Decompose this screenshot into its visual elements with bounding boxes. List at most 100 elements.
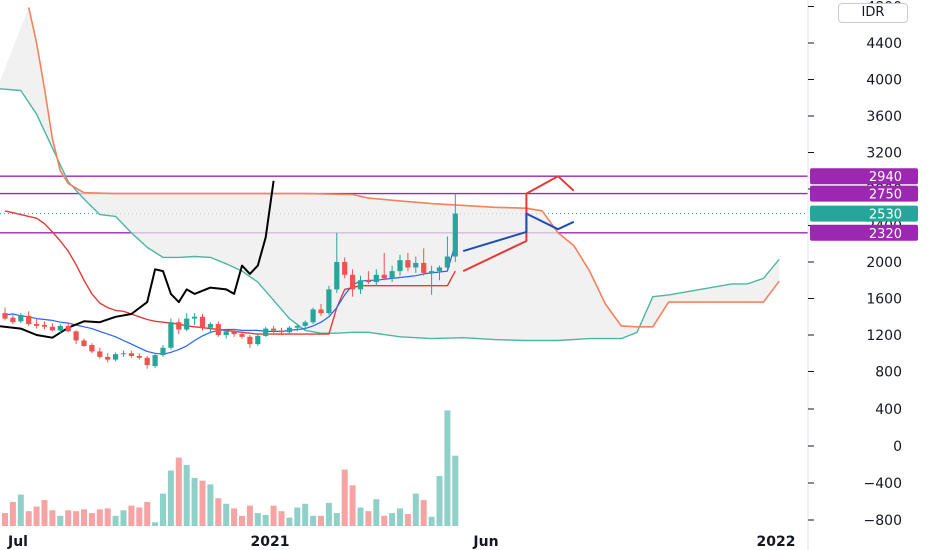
candle-body xyxy=(81,340,87,346)
volume-bar xyxy=(302,503,309,526)
candle-body xyxy=(278,330,285,333)
volume-bar xyxy=(104,508,111,526)
volume-bar xyxy=(397,508,403,526)
volume-bar xyxy=(207,484,214,526)
x-axis-label: 2021 xyxy=(251,534,290,550)
level-badge-label: 2530 xyxy=(869,208,902,223)
x-axis-label: Jun xyxy=(472,534,498,550)
volume-bar xyxy=(365,511,372,526)
volume-bar xyxy=(389,513,396,526)
volume-tick-label: −400 xyxy=(864,476,902,492)
tenkan-sen-line xyxy=(4,243,456,355)
level-badge xyxy=(810,224,918,241)
volume-bar xyxy=(231,508,238,526)
volume-bar xyxy=(9,501,16,526)
candle-body xyxy=(136,355,142,358)
volume-bar xyxy=(357,507,364,526)
volume-bar xyxy=(17,494,24,526)
volume-bar xyxy=(223,503,230,526)
level-badge-label: 2320 xyxy=(869,227,902,242)
candle-body xyxy=(231,331,237,335)
candle-body xyxy=(120,353,127,355)
candle-body xyxy=(286,327,292,333)
volume-bar xyxy=(128,505,135,526)
candle-body xyxy=(239,334,245,337)
volume-bar xyxy=(2,513,8,526)
volume-bar xyxy=(349,485,356,526)
volume-bar xyxy=(81,509,87,526)
volume-bar xyxy=(25,511,32,526)
level-badge xyxy=(810,185,918,202)
candle-body xyxy=(113,354,119,360)
price-tick-label: 4400 xyxy=(866,36,902,52)
candle-body xyxy=(357,280,364,290)
candle-body xyxy=(405,260,411,268)
candle-body xyxy=(255,335,261,345)
price-tick-label: 800 xyxy=(875,365,902,381)
candle-body xyxy=(373,274,379,283)
candle-body xyxy=(223,331,229,335)
price-tick-label: 1600 xyxy=(866,292,902,308)
candle-body xyxy=(271,328,277,331)
volume-bar xyxy=(262,514,269,526)
volume-bar xyxy=(444,410,451,526)
candle-body xyxy=(350,274,356,290)
candle-body xyxy=(57,325,63,331)
volume-tick-label: 400 xyxy=(875,402,902,418)
volume-bar xyxy=(404,513,411,526)
level-badge xyxy=(810,168,918,185)
senkou-span-b-line xyxy=(27,7,780,328)
volume-bar xyxy=(152,522,159,526)
volume-bar xyxy=(215,498,222,526)
candle-body xyxy=(152,355,158,367)
volume-bar xyxy=(254,513,261,526)
candle-body xyxy=(18,314,24,322)
currency-label: IDR xyxy=(838,3,908,23)
kumo-cloud-fill xyxy=(0,7,780,341)
projection-blue-line xyxy=(462,212,575,253)
candle-body xyxy=(26,315,32,325)
volume-bar xyxy=(412,493,419,526)
volume-bar xyxy=(160,493,166,526)
volume-bar xyxy=(136,507,143,526)
volume-bar xyxy=(57,515,64,526)
candle-body xyxy=(429,271,435,273)
candle-body xyxy=(144,357,150,366)
volume-bar xyxy=(325,502,332,526)
candle-body xyxy=(334,262,340,290)
candle-body xyxy=(49,326,55,331)
volume-bar xyxy=(246,505,253,526)
candle-body xyxy=(184,318,190,330)
volume-bar xyxy=(239,515,245,526)
candle-body xyxy=(397,260,403,272)
price-tick-label: 2000 xyxy=(866,255,902,271)
candle-body xyxy=(34,324,40,326)
volume-tick-label: −800 xyxy=(864,513,902,529)
volume-bar xyxy=(49,510,56,526)
candle-body xyxy=(10,317,16,323)
candle-body xyxy=(176,322,182,330)
volume-bar xyxy=(333,513,340,526)
candle-body xyxy=(365,280,371,283)
chikou-span-line xyxy=(0,180,275,339)
candle-body xyxy=(342,262,348,275)
volume-bar xyxy=(436,476,443,526)
candle-body xyxy=(73,331,79,341)
volume-bar xyxy=(41,500,48,526)
candle-body xyxy=(381,274,387,279)
candle-body xyxy=(97,351,103,357)
price-tick-label: 4000 xyxy=(866,73,902,89)
candle-body xyxy=(65,325,71,332)
candle-body xyxy=(413,262,419,268)
volume-bar xyxy=(373,499,380,526)
price-tick-label: 3200 xyxy=(866,146,902,162)
candle-body xyxy=(215,324,221,335)
kijun-sen-line xyxy=(4,210,456,335)
x-axis-label: 2022 xyxy=(757,534,796,550)
volume-bar xyxy=(144,501,151,526)
candle-body xyxy=(41,324,48,327)
candle-body xyxy=(294,325,300,328)
volume-tick-label: 0 xyxy=(893,439,902,455)
